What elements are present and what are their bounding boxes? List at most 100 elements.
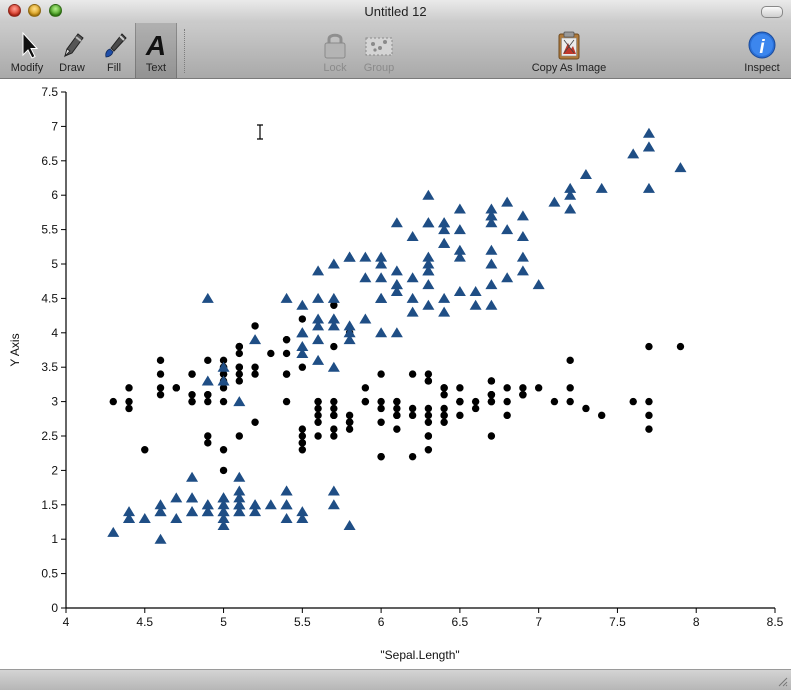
data-point-triangle (217, 519, 230, 530)
data-point-circle (204, 391, 212, 399)
data-point-circle (235, 342, 244, 351)
data-point-triangle (390, 286, 403, 297)
data-point-circle (219, 466, 228, 475)
data-point-circle (235, 377, 244, 385)
x-tick-label: 5 (220, 615, 227, 629)
lock-label: Lock (323, 62, 347, 74)
data-point-triangle (485, 210, 498, 221)
copy-as-image-button[interactable]: Copy As Image (526, 23, 612, 78)
chart-canvas[interactable]: 4 4.5 5 5.5 6 6.5 7 7.5 8 8.5 0 0.5 1 1.5 2 2.5 3 3.5 4 4.5… (0, 79, 791, 669)
data-point-circle (314, 397, 322, 406)
x-tick-label: 6.5 (452, 615, 469, 629)
toolbar-separator (184, 29, 185, 73)
data-point-triangle (217, 492, 230, 503)
x-tick-label: 4.5 (136, 615, 153, 629)
data-point-triangle (312, 313, 325, 324)
data-point-triangle (107, 526, 120, 537)
group-button[interactable]: Group (358, 23, 400, 78)
data-point-triangle (438, 306, 451, 317)
fill-tool-button[interactable]: Fill (94, 23, 134, 78)
data-point-triangle (296, 341, 309, 352)
x-tick-label: 6 (378, 615, 385, 629)
data-point-circle (156, 370, 165, 378)
data-point-triangle (217, 506, 230, 517)
data-point-circle (424, 432, 433, 440)
x-tick-label: 7 (535, 615, 542, 629)
data-point-triangle (390, 279, 403, 290)
data-point-triangle (233, 396, 246, 407)
text-tool-button[interactable]: A Text (135, 23, 177, 78)
modify-tool-label: Modify (10, 62, 44, 74)
data-point-circle (487, 432, 496, 440)
data-point-circle (235, 349, 244, 358)
y-tick-label: 7.5 (41, 85, 58, 99)
data-point-circle (424, 418, 433, 426)
data-point-triangle (154, 499, 167, 510)
minimize-window-button[interactable] (28, 4, 41, 17)
modify-tool-button[interactable]: Modify (4, 23, 50, 78)
data-point-triangle (327, 258, 340, 269)
data-point-triangle (674, 162, 687, 173)
y-tick-label: 7 (51, 119, 58, 133)
data-point-circle (204, 432, 212, 440)
data-point-triangle (453, 244, 466, 255)
data-point-triangle (375, 292, 388, 303)
x-tick-label: 5.5 (294, 615, 311, 629)
y-axis-label: Y Axis (8, 333, 22, 366)
data-point-triangle (217, 513, 230, 524)
data-point-triangle (217, 499, 230, 510)
data-point-triangle (312, 354, 325, 365)
data-point-triangle (375, 272, 388, 283)
data-point-circle (330, 301, 338, 309)
data-point-circle (424, 404, 433, 413)
data-point-triangle (485, 299, 498, 310)
data-point-circle (282, 397, 291, 406)
data-point-triangle (327, 485, 340, 496)
text-tool-label: Text (145, 62, 167, 74)
data-point-triangle (390, 217, 403, 228)
data-point-circle (487, 397, 496, 406)
close-window-button[interactable] (8, 4, 21, 17)
data-point-circle (125, 404, 133, 413)
data-point-circle (471, 404, 480, 413)
data-point-circle (251, 418, 259, 426)
draw-tool-button[interactable]: Draw (52, 23, 92, 78)
data-point-circle (204, 397, 212, 406)
data-point-triangle (233, 499, 246, 510)
resize-grip-icon[interactable] (776, 675, 788, 687)
pen-icon (64, 33, 84, 58)
toolbar-toggle-button[interactable] (761, 6, 783, 18)
scatter-chart: 4 4.5 5 5.5 6 6.5 7 7.5 8 8.5 0 0.5 1 1.5 2 2.5 3 3.5 4 4.5… (8, 85, 784, 662)
x-tick-label: 4 (63, 615, 70, 629)
data-point-triangle (312, 292, 325, 303)
data-point-triangle (627, 148, 640, 159)
data-point-triangle (422, 217, 435, 228)
x-tick-label: 8 (693, 615, 700, 629)
data-point-triangle (422, 299, 435, 310)
data-point-circle (345, 418, 354, 426)
data-point-circle (109, 397, 117, 406)
data-point-triangle (327, 499, 340, 510)
data-point-triangle (548, 196, 561, 207)
data-point-circle (361, 384, 370, 392)
clipboard-icon (558, 31, 580, 60)
data-point-triangle (249, 506, 262, 517)
data-point-circle (361, 397, 370, 406)
data-point-triangle (296, 327, 309, 338)
data-point-circle (377, 370, 385, 378)
data-point-triangle (422, 258, 435, 269)
lock-button[interactable]: Lock (316, 23, 354, 78)
data-point-circle (204, 356, 212, 365)
data-point-circle (566, 384, 574, 392)
data-point-triangle (201, 375, 214, 386)
data-point-triangle (280, 485, 293, 496)
data-point-circle (676, 342, 685, 351)
data-point-triangle (453, 203, 466, 214)
data-point-circle (204, 439, 212, 447)
zoom-window-button[interactable] (49, 4, 62, 17)
inspect-button[interactable]: i Inspect (739, 23, 785, 78)
data-point-circle (393, 397, 401, 406)
group-label: Group (363, 62, 395, 74)
data-point-circle (629, 397, 637, 406)
data-point-circle (377, 418, 385, 426)
